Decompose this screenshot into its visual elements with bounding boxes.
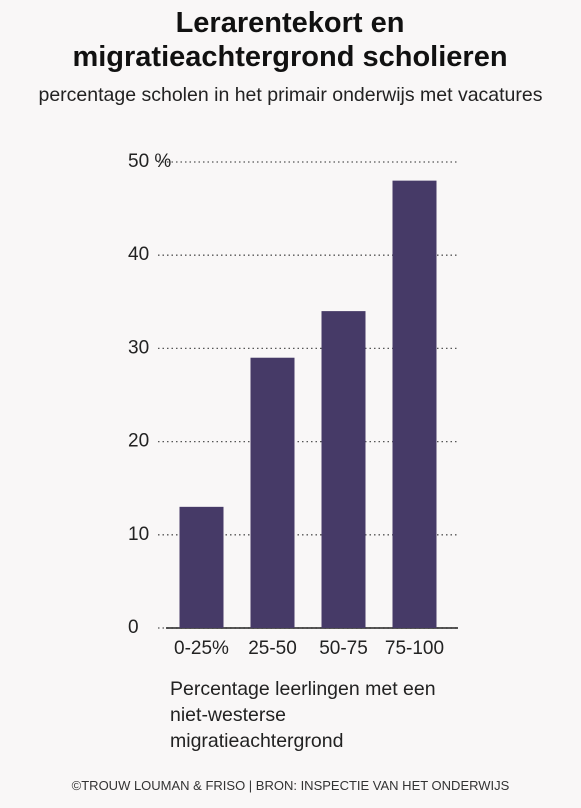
chart-subtitle: percentage scholen in het primair onderw… [38, 84, 543, 106]
y-tick-label: 30 [128, 337, 149, 358]
x-tick-label: 0-25% [174, 638, 229, 659]
y-tick-label: 10 [128, 524, 149, 545]
bar [321, 311, 366, 628]
source: ©TROUW LOUMAN & FRISO | BRON: INSPECTIE … [71, 778, 510, 793]
bar [250, 357, 295, 628]
y-tick-label: 20 [128, 431, 149, 452]
x-axis-label: Percentage leerlingen met een niet-weste… [170, 678, 436, 752]
bar [392, 180, 437, 628]
y-tick-label: 0 [128, 617, 139, 638]
x-tick-label: 25-50 [248, 638, 297, 659]
x-tick-label: 50-75 [319, 638, 368, 659]
x-tick-label: 75-100 [385, 638, 444, 659]
chart-title: Lerarentekort en migratieachtergrond sch… [72, 7, 508, 73]
y-tick-label: 40 [128, 244, 149, 265]
bar [179, 506, 224, 628]
y-tick-label: 50 % [128, 151, 171, 172]
